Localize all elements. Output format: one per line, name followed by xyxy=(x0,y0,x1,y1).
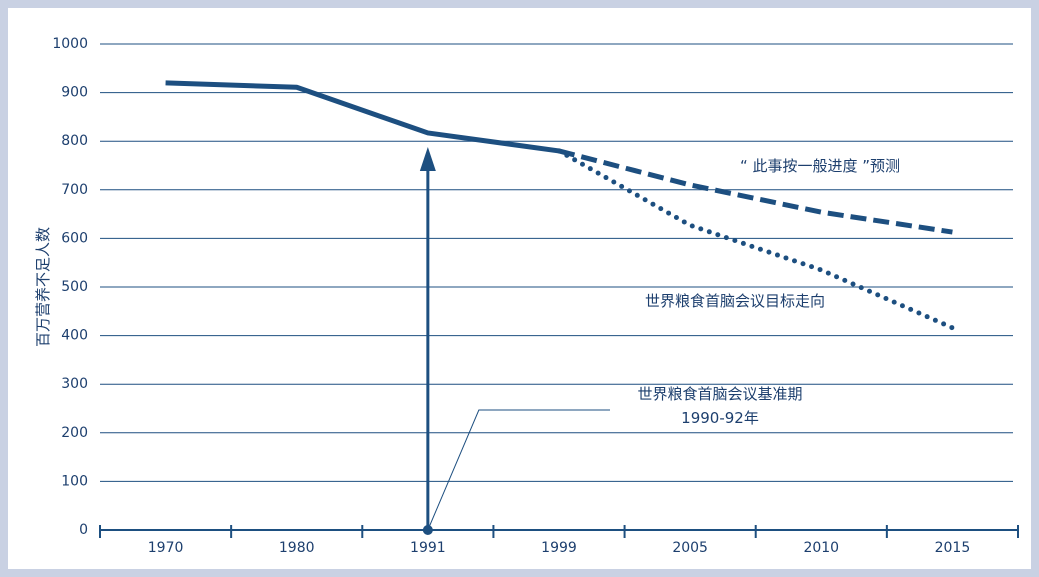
y-tick-label: 300 xyxy=(61,376,88,392)
y-tick-label: 700 xyxy=(61,182,88,198)
y-tick-label: 400 xyxy=(61,328,88,344)
x-tick-label: 2010 xyxy=(803,540,839,556)
series-line xyxy=(165,80,560,154)
annotation: 世界粮食首脑会议基准期 xyxy=(637,385,803,403)
series-line xyxy=(558,148,953,235)
annotation: 1990-92年 xyxy=(681,409,759,427)
y-tick-label: 200 xyxy=(61,425,88,441)
y-tick-label: 0 xyxy=(79,522,88,538)
series-label: “ 此事按一般进度 ”预测 xyxy=(739,157,901,175)
x-tick-label: 2005 xyxy=(672,540,708,556)
arrow-head xyxy=(419,146,436,171)
y-tick-label: 600 xyxy=(61,230,88,246)
y-tick-label: 1000 xyxy=(52,36,88,52)
y-tick-label: 500 xyxy=(61,279,88,295)
y-axis-title: 百万营养不足人数 xyxy=(34,227,52,347)
pointer-line xyxy=(427,409,610,531)
series-label: 世界粮食首脑会议目标走向 xyxy=(644,292,825,310)
x-tick-label: 1980 xyxy=(279,540,315,556)
y-tick-label: 800 xyxy=(61,133,88,149)
y-tick-label: 100 xyxy=(61,473,88,489)
x-tick-label: 1970 xyxy=(148,540,184,556)
series-line xyxy=(556,148,955,331)
x-tick-label: 1991 xyxy=(410,540,446,556)
y-tick-label: 900 xyxy=(61,85,88,101)
x-tick-label: 1999 xyxy=(541,540,577,556)
x-tick-label: 2015 xyxy=(935,540,971,556)
